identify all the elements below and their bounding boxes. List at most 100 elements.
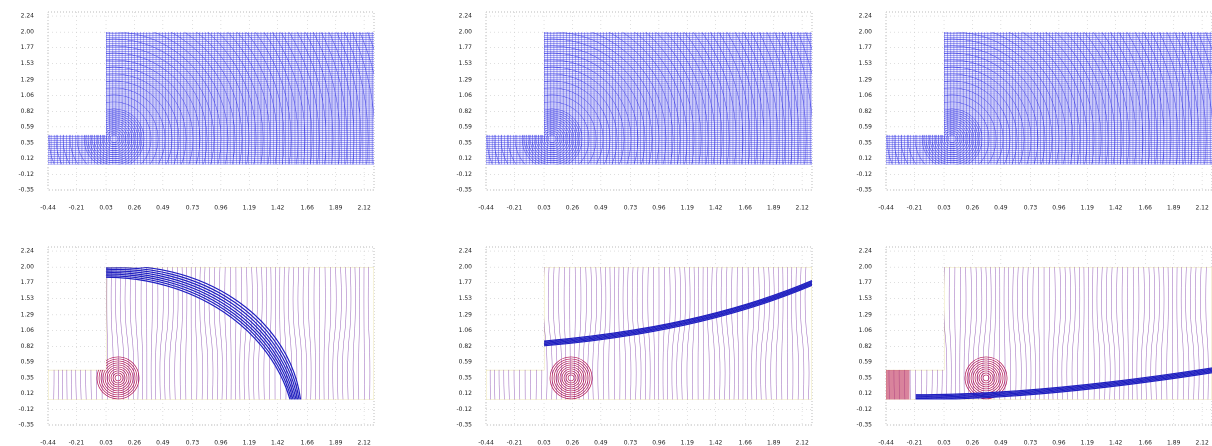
vortex	[565, 372, 577, 384]
x-tick-label: 1.89	[767, 205, 781, 212]
y-tick-label: 1.77	[459, 44, 473, 51]
x-tick-label: -0.44	[878, 440, 894, 446]
mesh-arc	[886, 32, 1060, 165]
x-tick-label: 0.03	[537, 440, 551, 446]
x-tick-label: 0.73	[186, 205, 200, 212]
x-tick-label: 0.49	[156, 440, 170, 446]
contour-line	[1160, 267, 1165, 400]
mesh-arc	[486, 32, 695, 165]
mesh-arc	[886, 32, 1095, 165]
mesh-arc	[486, 32, 751, 165]
mesh-arc	[101, 126, 127, 152]
mesh-arc	[48, 32, 271, 165]
x-tick-label: -0.21	[507, 205, 523, 212]
mesh-arc	[541, 128, 563, 150]
contour-line	[230, 267, 232, 400]
vortex	[114, 374, 122, 382]
contour-line	[169, 267, 174, 400]
contour-line	[765, 267, 770, 400]
contour-line	[213, 267, 219, 400]
mesh-arc	[886, 32, 1200, 165]
mesh-arc	[925, 112, 979, 165]
contour-line	[968, 267, 972, 400]
contour-line	[1166, 267, 1169, 400]
contour-line	[736, 267, 740, 400]
x-tick-label: 0.73	[1024, 205, 1038, 212]
shock	[543, 283, 812, 346]
mesh-arc	[486, 32, 772, 165]
contour-line	[636, 267, 642, 400]
shock	[106, 268, 299, 400]
mesh-arc	[486, 32, 660, 165]
y-tick-label: 0.59	[859, 358, 873, 365]
mesh-arc	[486, 45, 646, 165]
shock	[106, 273, 294, 400]
contour-line	[243, 267, 248, 400]
mesh-arc	[76, 101, 152, 165]
vortex	[110, 370, 126, 386]
mesh-arc	[48, 32, 313, 165]
contour-line	[1116, 267, 1120, 400]
y-tick-label: 2.24	[859, 13, 873, 20]
y-tick-label: 0.82	[459, 343, 473, 350]
x-tick-label: 1.42	[709, 205, 723, 212]
x-tick-label: 1.66	[301, 205, 315, 212]
mesh-arc	[55, 80, 173, 165]
mesh-arc	[48, 32, 341, 165]
x-tick-label: 0.49	[994, 440, 1008, 446]
mesh-arc	[493, 80, 611, 165]
mesh-arc	[69, 94, 159, 165]
mesh-arc	[48, 32, 369, 165]
mesh-arc	[545, 132, 559, 146]
contour-line	[185, 267, 188, 400]
y-tick-label: 0.12	[859, 155, 873, 162]
y-tick-label: 1.53	[459, 60, 473, 67]
mesh-arc	[83, 108, 145, 165]
y-tick-label: -0.12	[456, 406, 472, 413]
panel: -0.44 -0.21 0.03 0.26 0.49 0.73 0.96 1.19 1.42 1.…	[18, 11, 375, 212]
contour-line	[578, 267, 582, 400]
x-tick-label: 1.19	[681, 205, 695, 212]
vortex	[106, 366, 130, 390]
y-tick-label: 0.59	[21, 123, 35, 130]
mesh-arc	[947, 134, 957, 144]
x-tick-label: 2.12	[795, 205, 809, 212]
y-tick-label: 2.24	[459, 13, 473, 20]
y-tick-label: 0.35	[459, 374, 473, 381]
domain	[486, 32, 812, 165]
contour-line	[1176, 267, 1179, 400]
x-tick-label: -0.21	[69, 440, 85, 446]
x-tick-label: 0.49	[594, 440, 608, 446]
y-tick-label: 1.53	[859, 295, 873, 302]
contour-line	[775, 267, 779, 400]
contour-line	[199, 267, 203, 400]
domain	[886, 32, 1212, 165]
vortex	[555, 362, 587, 394]
mesh-arc	[486, 32, 716, 165]
x-tick-label: 0.03	[937, 205, 951, 212]
contour-line	[308, 267, 312, 400]
contour-line	[800, 267, 805, 400]
y-tick-label: 2.24	[459, 248, 473, 255]
contour-line	[988, 267, 992, 400]
contour-line	[332, 267, 337, 400]
x-tick-label: 0.26	[966, 440, 980, 446]
y-tick-label: 0.82	[859, 108, 873, 115]
x-tick-label: 1.42	[1109, 440, 1123, 446]
contour-line	[208, 267, 214, 400]
y-tick-label: 0.59	[21, 358, 35, 365]
mesh-arc	[507, 94, 597, 165]
contour-line	[1150, 267, 1155, 400]
mesh-arc	[531, 118, 573, 160]
contour-line	[1127, 267, 1129, 400]
mesh-arc	[886, 32, 1081, 165]
x-tick-label: 1.66	[739, 205, 753, 212]
vortex	[563, 370, 579, 386]
contour-field	[886, 267, 1212, 400]
vortex	[551, 358, 591, 398]
y-tick-label: 2.00	[21, 29, 35, 36]
mesh-arc	[48, 32, 250, 165]
mesh-arc	[886, 52, 1039, 165]
contour-line	[1071, 267, 1076, 400]
